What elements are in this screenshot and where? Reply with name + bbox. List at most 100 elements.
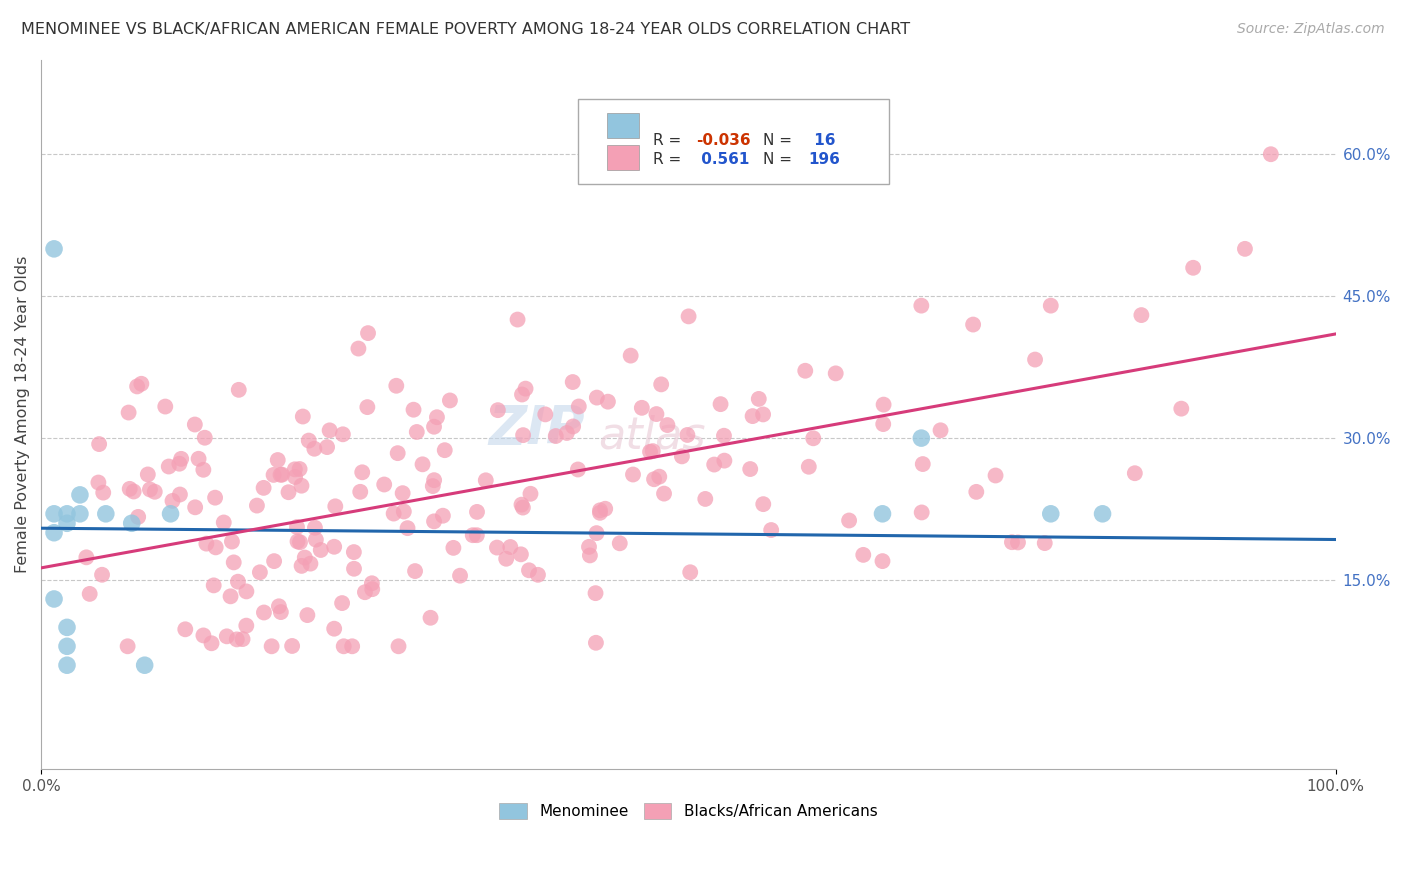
Point <box>671 450 693 464</box>
Point <box>200 636 222 650</box>
Point <box>235 618 257 632</box>
Point <box>404 564 426 578</box>
Point <box>713 428 735 442</box>
Point <box>263 467 285 482</box>
Point <box>585 526 607 541</box>
Point <box>169 487 191 501</box>
Point <box>585 391 607 405</box>
Point <box>562 419 585 434</box>
Point <box>89 437 111 451</box>
Point <box>495 551 517 566</box>
Point <box>349 484 371 499</box>
Point <box>396 521 419 535</box>
Point <box>910 299 932 313</box>
Point <box>212 516 235 530</box>
Point <box>267 599 290 614</box>
Point <box>630 401 652 415</box>
Point <box>391 486 413 500</box>
Point <box>252 481 274 495</box>
Point <box>343 545 366 559</box>
Point <box>174 622 197 636</box>
Point <box>652 486 675 500</box>
Point <box>534 408 557 422</box>
Point <box>131 376 153 391</box>
Text: R =: R = <box>654 133 686 148</box>
Point <box>291 409 314 424</box>
Point <box>42 507 65 521</box>
Point <box>748 392 770 406</box>
Point <box>69 507 91 521</box>
Text: MENOMINEE VS BLACK/AFRICAN AMERICAN FEMALE POVERTY AMONG 18-24 YEAR OLDS CORRELA: MENOMINEE VS BLACK/AFRICAN AMERICAN FEMA… <box>21 22 910 37</box>
Point <box>299 557 322 571</box>
Point <box>419 611 441 625</box>
Point <box>277 485 299 500</box>
Point <box>235 584 257 599</box>
Point <box>304 521 326 535</box>
Point <box>709 397 731 411</box>
Point <box>423 419 446 434</box>
Point <box>56 640 79 654</box>
Point <box>585 636 607 650</box>
Point <box>290 478 312 492</box>
Point <box>340 640 363 654</box>
Point <box>288 535 311 549</box>
Point <box>155 400 177 414</box>
Point <box>621 467 644 482</box>
Point <box>911 457 934 471</box>
Point <box>852 548 875 562</box>
Point <box>228 383 250 397</box>
Point <box>433 443 456 458</box>
Point <box>134 658 156 673</box>
Point <box>143 484 166 499</box>
Point <box>136 467 159 482</box>
Point <box>232 632 254 646</box>
Point <box>510 498 533 512</box>
Point <box>620 349 643 363</box>
Point <box>441 541 464 555</box>
Point <box>387 446 409 460</box>
Point <box>1039 299 1062 313</box>
Text: -0.036: -0.036 <box>696 133 751 148</box>
FancyBboxPatch shape <box>607 112 640 137</box>
Point <box>593 501 616 516</box>
Point <box>246 499 269 513</box>
Point <box>332 427 354 442</box>
Y-axis label: Female Poverty Among 18-24 Year Olds: Female Poverty Among 18-24 Year Olds <box>15 256 30 574</box>
Text: R =: R = <box>654 152 686 167</box>
Point <box>596 394 619 409</box>
Point <box>1123 467 1146 481</box>
Point <box>512 500 534 515</box>
Point <box>1091 507 1114 521</box>
Point <box>285 520 308 534</box>
Text: 0.561: 0.561 <box>696 152 749 167</box>
Point <box>288 462 311 476</box>
Point <box>56 507 79 521</box>
Point <box>117 405 139 419</box>
Point <box>219 590 242 604</box>
Text: N =: N = <box>763 152 797 167</box>
Point <box>91 485 114 500</box>
Point <box>263 554 285 568</box>
Point <box>281 639 304 653</box>
Point <box>91 567 114 582</box>
Point <box>872 417 894 431</box>
Text: Source: ZipAtlas.com: Source: ZipAtlas.com <box>1237 22 1385 37</box>
Point <box>1233 242 1256 256</box>
Point <box>332 640 354 654</box>
Point <box>385 378 408 392</box>
Point <box>432 508 454 523</box>
Point <box>392 504 415 518</box>
Point <box>638 445 661 459</box>
Point <box>323 500 346 514</box>
Point <box>195 536 218 550</box>
Point <box>759 523 782 537</box>
Point <box>298 434 321 448</box>
Text: ZIP: ZIP <box>488 402 585 455</box>
Point <box>929 423 952 437</box>
Point <box>794 364 817 378</box>
Point <box>405 425 427 439</box>
Point <box>169 457 191 471</box>
Point <box>225 632 247 647</box>
Point <box>122 484 145 499</box>
Point <box>589 506 612 520</box>
